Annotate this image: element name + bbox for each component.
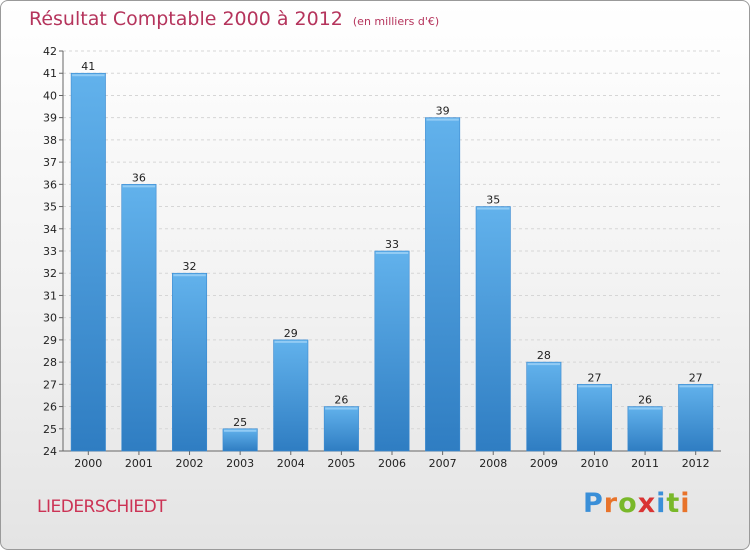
bar-2006[interactable] (374, 250, 410, 452)
chart-subtitle: (en milliers d'€) (352, 15, 440, 28)
y-tick-label: 31 (43, 289, 57, 302)
y-tick-label: 42 (43, 45, 57, 58)
bar-2009[interactable] (526, 361, 562, 452)
y-tick-label: 37 (43, 156, 57, 169)
logo-letter: r (603, 488, 619, 519)
bar-highlight (527, 363, 561, 366)
y-tick-label: 38 (43, 134, 57, 147)
value-label-2006: 33 (385, 238, 399, 251)
x-tick-label-2012: 2012 (682, 457, 710, 470)
y-tick-label: 39 (43, 112, 57, 125)
value-label-2004: 29 (284, 327, 298, 340)
x-tick-label-2002: 2002 (176, 457, 204, 470)
bar-highlight (122, 185, 156, 188)
value-label-2007: 39 (436, 105, 450, 118)
title-line: Résultat Comptable 2000 à 2012 (en millie… (29, 8, 439, 30)
x-tick-label-2009: 2009 (530, 457, 558, 470)
bar-2008[interactable] (475, 206, 511, 452)
bar-2005[interactable] (323, 406, 359, 452)
value-label-2009: 28 (537, 349, 551, 362)
x-tick-label-2004: 2004 (277, 457, 305, 470)
value-label-2010: 27 (587, 371, 601, 384)
y-tick-label: 25 (43, 423, 57, 436)
bar-highlight (578, 385, 611, 388)
value-label-2000: 41 (81, 60, 95, 73)
x-tick-label-2003: 2003 (226, 457, 254, 470)
bar-highlight (679, 385, 712, 388)
x-tick-label-2008: 2008 (479, 457, 507, 470)
x-tick-label-2010: 2010 (580, 457, 608, 470)
value-label-2011: 26 (638, 394, 652, 407)
value-label-2012: 27 (689, 371, 703, 384)
labels: 24 25 26 27 28 29 30 31 32 33 34 35 36 37 38 39 40 41 42 41… (43, 45, 710, 470)
y-tick-label: 34 (43, 223, 57, 236)
bar-highlight (325, 407, 358, 410)
bars (70, 72, 714, 452)
bar-highlight (72, 74, 105, 77)
logo-letter: x (637, 488, 657, 519)
y-tick-label: 32 (43, 267, 57, 280)
logo-letter: o (618, 488, 638, 519)
y-tick-label: 26 (43, 401, 57, 414)
bar-highlight (375, 252, 409, 254)
x-tick-label-2007: 2007 (429, 457, 457, 470)
commune-name: LIEDERSCHIEDT (37, 497, 167, 517)
y-tick-label: 30 (43, 312, 57, 325)
x-tick-label-2005: 2005 (327, 457, 355, 470)
value-label-2002: 32 (183, 260, 197, 273)
bar-2007[interactable] (425, 117, 461, 452)
bar-highlight (223, 429, 257, 432)
x-tick-label-2006: 2006 (378, 457, 406, 470)
y-tick-label: 29 (43, 334, 57, 347)
logo-letter: i (680, 488, 691, 519)
value-label-2008: 35 (486, 194, 500, 207)
chart-title: Résultat Comptable 2000 à 2012 (29, 8, 343, 30)
bar-highlight (477, 207, 510, 210)
y-tick-label: 28 (43, 356, 57, 369)
bar-2000[interactable] (70, 72, 106, 452)
y-tick-label: 40 (43, 89, 57, 102)
y-tick-label: 35 (43, 201, 57, 214)
value-label-2005: 26 (334, 394, 348, 407)
bar-2011[interactable] (627, 406, 663, 452)
bar-highlight (426, 118, 459, 121)
value-label-2001: 36 (132, 171, 146, 184)
bar-2003[interactable] (222, 428, 258, 452)
y-tick-label: 33 (43, 245, 57, 258)
bar-2004[interactable] (273, 339, 309, 452)
logo-letter: t (666, 488, 681, 519)
bar-2002[interactable] (172, 272, 208, 452)
bar-2010[interactable] (576, 384, 612, 452)
bar-highlight (274, 340, 307, 343)
value-label-2003: 25 (233, 416, 247, 429)
bar-2012[interactable] (678, 384, 714, 452)
bar-highlight (173, 274, 206, 277)
bar-2001[interactable] (121, 184, 157, 452)
y-tick-label: 27 (43, 378, 57, 391)
x-tick-label-2001: 2001 (125, 457, 153, 470)
bar-highlight (628, 407, 662, 410)
proxiti-logo[interactable]: Proxiti (583, 488, 691, 519)
logo-letter: P (583, 488, 604, 519)
x-tick-label-2000: 2000 (74, 457, 102, 470)
y-tick-label: 36 (43, 178, 57, 191)
logo-letter: i (656, 488, 667, 519)
x-tick-label-2011: 2011 (631, 457, 659, 470)
y-tick-label: 24 (43, 445, 57, 458)
y-tick-label: 41 (43, 67, 57, 80)
